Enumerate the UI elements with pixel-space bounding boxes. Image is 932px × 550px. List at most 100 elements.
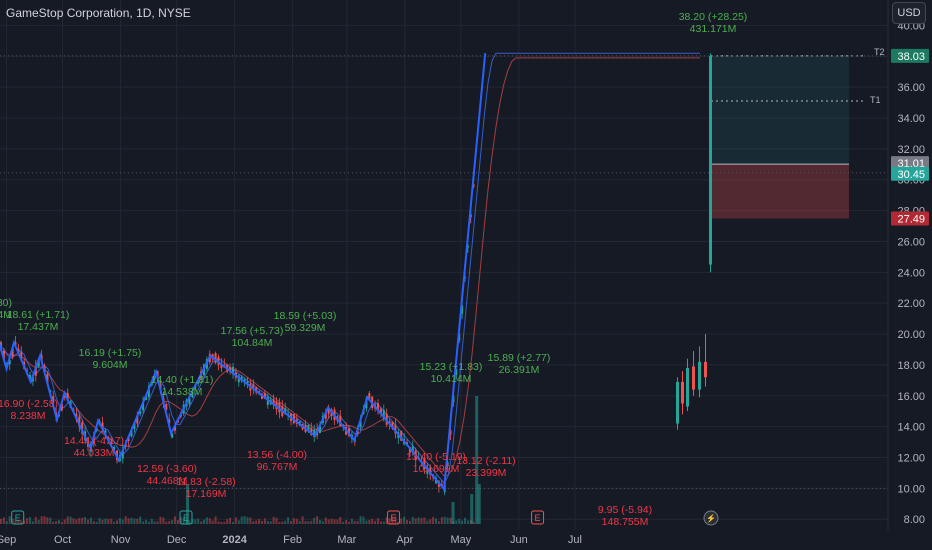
volume-bar bbox=[89, 517, 92, 524]
volume-bar bbox=[403, 516, 406, 524]
candle bbox=[147, 385, 150, 398]
candle bbox=[197, 381, 200, 384]
volume-bar bbox=[205, 517, 208, 524]
volume-bar bbox=[208, 518, 211, 524]
volume-bar bbox=[217, 521, 220, 524]
lightning-icon[interactable] bbox=[703, 510, 719, 526]
volume-bar bbox=[298, 520, 301, 524]
pivot-price-label: 18.59 (+5.03) bbox=[274, 310, 337, 322]
pivot-volume-label: 14.538M bbox=[162, 386, 203, 398]
earnings-marker[interactable] bbox=[531, 510, 545, 525]
volume-bar bbox=[449, 517, 452, 524]
candle bbox=[310, 428, 313, 435]
earnings-marker-label: E bbox=[183, 513, 189, 523]
earnings-marker[interactable] bbox=[179, 510, 193, 525]
volume-bar bbox=[229, 517, 232, 524]
candle bbox=[60, 403, 63, 411]
candle bbox=[263, 393, 266, 399]
volume-bar bbox=[171, 520, 174, 524]
x-tick-label: Nov bbox=[111, 534, 131, 546]
volume-bar bbox=[313, 517, 316, 524]
volume-bar bbox=[246, 517, 249, 524]
volume-bar bbox=[58, 519, 60, 524]
pivot-volume-label: 17.169M bbox=[186, 488, 227, 500]
volume-bar bbox=[37, 519, 40, 524]
volume-bar bbox=[287, 517, 290, 524]
candle bbox=[34, 365, 37, 376]
pivot-label: 13.56 (-4.00)96.767M bbox=[247, 449, 307, 473]
candle bbox=[188, 398, 191, 405]
earnings-marker[interactable] bbox=[11, 510, 25, 525]
volume-bar bbox=[101, 519, 104, 524]
volume-bar bbox=[237, 520, 240, 524]
volume-bar bbox=[353, 521, 356, 524]
candle bbox=[455, 369, 458, 375]
pivot-price-label: 15.23 (+1.83) bbox=[420, 361, 483, 373]
volume-bar bbox=[275, 517, 278, 524]
volume-bar bbox=[232, 521, 234, 524]
volume-bar bbox=[330, 518, 333, 524]
volume-bar bbox=[87, 519, 89, 524]
candle bbox=[191, 391, 194, 398]
volume-bar bbox=[368, 520, 371, 524]
pivot-label: 12.59 (-3.60)44.468M bbox=[137, 463, 197, 487]
volume-bar bbox=[31, 521, 34, 524]
volume-bar bbox=[385, 517, 388, 524]
pivot-price-label: 13.40 (-5.19) bbox=[406, 451, 466, 463]
y-tick-label: 36.00 bbox=[897, 82, 925, 94]
volume-bar bbox=[145, 519, 147, 524]
candles bbox=[0, 53, 712, 496]
pivot-label: 16.90 (-2.58)8.238M bbox=[0, 398, 58, 422]
y-tick-label: 18.00 bbox=[897, 360, 925, 372]
pivot-volume-label: 2.244M bbox=[0, 309, 12, 321]
candle bbox=[307, 424, 310, 431]
volume-bar bbox=[374, 520, 377, 524]
profit-zone bbox=[711, 55, 849, 165]
candle bbox=[411, 446, 414, 453]
volume-bar bbox=[72, 518, 75, 524]
volume-bar bbox=[165, 521, 168, 524]
candle bbox=[142, 401, 145, 411]
volume-bar bbox=[406, 519, 408, 524]
volume-bar bbox=[295, 518, 298, 524]
lightning-glyph: ⚡ bbox=[706, 513, 716, 523]
volume-bar bbox=[379, 521, 382, 524]
volume-bar bbox=[327, 519, 330, 524]
pivot-price-label: 13.56 (-4.00) bbox=[247, 449, 307, 461]
currency-button[interactable]: USD bbox=[892, 2, 926, 24]
volume-bar bbox=[107, 518, 110, 524]
volume-bar bbox=[226, 519, 229, 524]
volume-bar bbox=[304, 521, 307, 524]
volume-bar bbox=[75, 519, 78, 524]
pivot-price-label: 11.83 (-2.58) bbox=[176, 476, 235, 488]
candle bbox=[709, 172, 712, 174]
volume-bar bbox=[435, 518, 437, 524]
volume-bar bbox=[139, 516, 142, 524]
candle bbox=[78, 416, 81, 427]
volume-bar bbox=[174, 516, 176, 524]
pivot-price-label: 19.48 (+3.30) bbox=[0, 297, 12, 309]
volume-bar bbox=[153, 521, 156, 524]
price-badge-label: 38.03 bbox=[897, 51, 925, 63]
candle bbox=[377, 403, 379, 410]
candle bbox=[0, 342, 2, 347]
candle bbox=[324, 412, 327, 419]
y-tick-label: 22.00 bbox=[897, 298, 925, 310]
candle bbox=[709, 56, 712, 265]
candle bbox=[81, 422, 84, 434]
volume-bar bbox=[362, 516, 365, 524]
volume-bar bbox=[23, 520, 26, 524]
volume-bar bbox=[411, 516, 414, 524]
volume-bar bbox=[130, 517, 133, 524]
volume-bar bbox=[377, 518, 379, 524]
y-tick-label: 14.00 bbox=[897, 422, 925, 434]
volume-bar bbox=[342, 521, 345, 524]
volume-bar bbox=[20, 520, 23, 524]
pivot-price-label: 9.95 (-5.94) bbox=[598, 504, 652, 516]
earnings-marker[interactable] bbox=[387, 510, 401, 525]
earnings-marker-label: E bbox=[535, 513, 541, 523]
volume-bar bbox=[55, 521, 58, 524]
